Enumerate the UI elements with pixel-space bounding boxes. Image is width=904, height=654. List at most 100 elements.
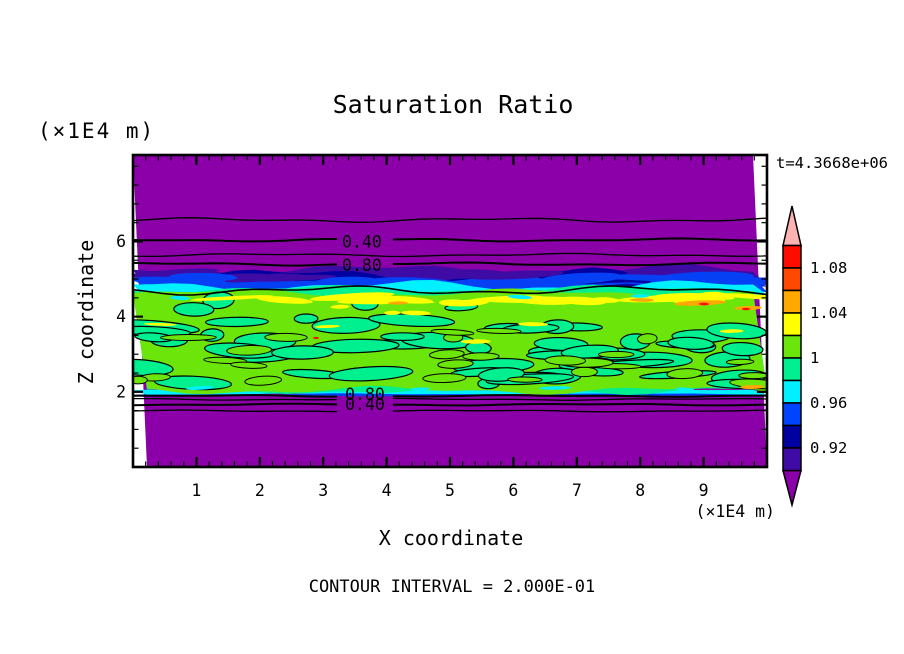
contour-blob	[160, 333, 217, 342]
contour-blob	[699, 302, 709, 306]
x-tick-label: 3	[318, 481, 328, 500]
x-axis-unit-label: (×1E4 m)	[696, 502, 775, 521]
contour-band	[133, 280, 767, 302]
colorbar-tick-label: 0.92	[810, 439, 847, 457]
contour-line	[392, 261, 767, 267]
plot-title: Saturation Ratio	[333, 90, 574, 119]
contour-blob	[230, 361, 268, 369]
contour-blob	[539, 386, 571, 390]
contour-line	[133, 285, 767, 296]
contour-label: 0.40	[345, 395, 385, 414]
contour-blob	[719, 329, 744, 333]
contour-blob	[272, 280, 391, 287]
contour-line	[133, 238, 338, 243]
contour-blob	[143, 322, 177, 326]
colorbar-segment	[782, 447, 802, 472]
contour-blob	[508, 294, 532, 300]
contour-blob	[384, 310, 401, 316]
contour-blob	[740, 384, 764, 390]
contour-blob	[388, 301, 408, 305]
time-annotation: t=4.3668e+06	[776, 154, 888, 172]
contour-blob	[725, 358, 755, 366]
contour-blob	[507, 376, 543, 383]
y-axis-title: Z coordinate	[74, 240, 98, 385]
contour-blob	[598, 350, 635, 359]
contour-blob	[169, 272, 238, 282]
x-tick-label: 8	[635, 481, 645, 500]
contour-blob	[411, 274, 490, 279]
contour-label: 0.40	[342, 232, 382, 251]
x-tick-label: 2	[255, 481, 265, 500]
contour-blob	[517, 322, 549, 327]
colorbar-segment	[782, 424, 802, 449]
x-tick-label: 4	[382, 481, 392, 500]
x-tick-label: 9	[699, 481, 709, 500]
contour-blob	[742, 307, 750, 311]
contour-blob	[544, 355, 586, 366]
contour-line	[133, 217, 767, 223]
contour-blob	[264, 332, 308, 342]
contour-blob	[190, 295, 274, 301]
contour-line	[133, 397, 338, 401]
contour-blob	[410, 387, 430, 391]
contour-blob	[380, 332, 425, 342]
contour-blob	[709, 293, 767, 301]
x-tick-label: 5	[445, 481, 455, 500]
contour-label: 0.80	[345, 385, 385, 404]
colorbar-tick-label: 1.04	[810, 304, 847, 322]
contour-blob	[265, 273, 312, 280]
colorbar-under-arrow	[782, 469, 802, 508]
x-tick-label: 1	[191, 481, 201, 500]
y-axis-unit-label: (×1E4 m)	[38, 119, 155, 143]
contour-lines-layer: 0.400.800.800.40	[133, 217, 767, 414]
x-tick-label: 7	[572, 481, 582, 500]
contour-line	[392, 394, 767, 398]
contour-blob	[422, 373, 467, 384]
colorbar: 1.08 1.04 1 0.96 0.92	[782, 205, 847, 508]
contour-line	[133, 402, 338, 407]
contour-blob	[625, 269, 703, 275]
contour-blob	[437, 359, 474, 369]
contour-blob	[133, 268, 219, 279]
contour-blob	[438, 299, 469, 307]
contour-line	[392, 237, 767, 243]
contour-blob	[379, 295, 434, 304]
colorbar-over-arrow	[782, 205, 802, 247]
y-tick-label: 2	[116, 382, 126, 401]
contour-blob	[310, 292, 395, 301]
contour-blob	[311, 316, 381, 334]
contour-blob	[226, 344, 273, 356]
contour-blob	[721, 341, 764, 357]
contour-blob	[460, 339, 491, 344]
contour-line	[133, 409, 338, 413]
colorbar-segment	[782, 357, 802, 382]
contour-blob	[674, 300, 726, 306]
contour-blob	[330, 304, 350, 309]
colorbar-segment	[782, 289, 802, 314]
plot-frame	[131, 153, 769, 469]
colorbar-segment	[782, 402, 802, 427]
contour-blob	[271, 345, 334, 360]
contour-interval-note: CONTOUR INTERVAL = 2.000E-01	[309, 577, 596, 597]
contour-line	[133, 394, 338, 398]
contour-blob	[630, 298, 654, 302]
colorbar-tick-label: 1.08	[810, 259, 847, 277]
contour-blob	[556, 296, 607, 306]
x-tick-label: 6	[508, 481, 518, 500]
contour-plot-area	[133, 155, 767, 467]
contour-blob	[631, 294, 649, 298]
contour-blob	[428, 349, 465, 360]
contour-blob	[170, 295, 190, 301]
axes-layer: 1 2 3 4 5 6 7 8 9 2 4 6	[116, 153, 769, 500]
contour-blob	[314, 324, 340, 329]
colorbar-segment	[782, 267, 802, 292]
contour-blob	[186, 386, 214, 390]
colorbar-segment	[782, 244, 802, 269]
contour-blob	[738, 372, 767, 380]
contour-blob	[173, 302, 215, 317]
contour-blob	[667, 336, 715, 350]
contour-blob	[293, 313, 319, 324]
y-tick-label: 4	[116, 307, 126, 326]
